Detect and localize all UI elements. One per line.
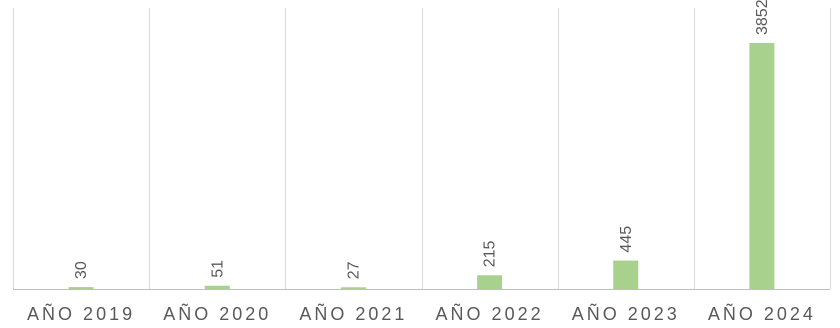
x-tick-label: AÑO 2019 — [27, 303, 135, 324]
data-label: 30 — [73, 261, 90, 279]
x-tick-label: AÑO 2022 — [436, 303, 544, 324]
data-label: 51 — [209, 260, 226, 278]
x-tick-label: AÑO 2023 — [572, 303, 680, 324]
bar — [68, 287, 94, 289]
bar — [613, 260, 639, 289]
x-tick-label: AÑO 2021 — [299, 303, 407, 324]
bar — [477, 275, 503, 289]
bar — [204, 285, 230, 289]
data-label: 215 — [482, 240, 499, 267]
data-label: 445 — [618, 226, 635, 253]
x-tick-label: AÑO 2020 — [163, 303, 271, 324]
x-tick-label: AÑO 2024 — [708, 303, 816, 324]
data-label: 27 — [345, 261, 362, 279]
bar — [340, 287, 366, 289]
bar — [749, 42, 775, 290]
data-label: 3852 — [754, 0, 771, 35]
